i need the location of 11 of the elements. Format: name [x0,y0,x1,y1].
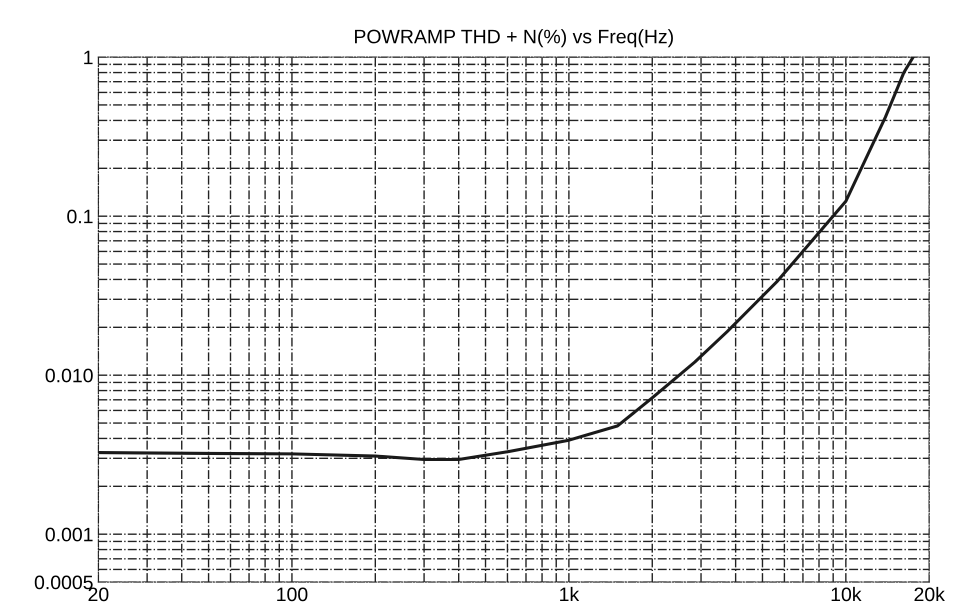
x-tick-label: 100 [277,587,308,602]
y-tick-label: 0.001 [46,528,93,542]
y-tick-label: 0.1 [67,210,93,224]
x-tick-label: 1k [560,586,580,602]
x-tick-label: 10k [832,586,862,602]
y-tick-label: 0.0005 [34,576,93,590]
chart-title: POWRAMP THD + N(%) vs Freq(Hz) [355,29,673,48]
x-tick-label: 20k [914,586,945,602]
y-tick-label: 1 [84,50,93,64]
y-tick-label: 0.010 [46,368,93,382]
x-tick-label: 20 [88,587,108,602]
